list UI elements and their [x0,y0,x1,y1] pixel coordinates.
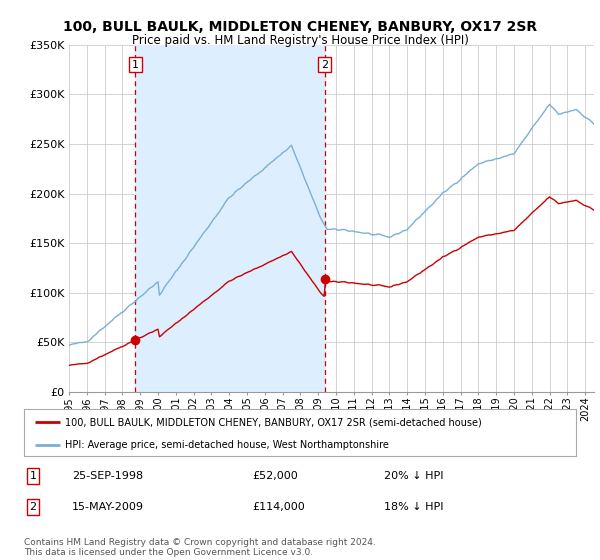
Text: 100, BULL BAULK, MIDDLETON CHENEY, BANBURY, OX17 2SR: 100, BULL BAULK, MIDDLETON CHENEY, BANBU… [63,20,537,34]
Text: 15-MAY-2009: 15-MAY-2009 [72,502,144,512]
Text: 20% ↓ HPI: 20% ↓ HPI [384,471,443,481]
Text: Contains HM Land Registry data © Crown copyright and database right 2024.
This d: Contains HM Land Registry data © Crown c… [24,538,376,557]
Text: £52,000: £52,000 [252,471,298,481]
Bar [136,45,325,392]
Text: 1: 1 [29,471,37,481]
Text: 100, BULL BAULK, MIDDLETON CHENEY, BANBURY, OX17 2SR (semi-detached house): 100, BULL BAULK, MIDDLETON CHENEY, BANBU… [65,417,482,427]
Text: 2: 2 [29,502,37,512]
Text: 25-SEP-1998: 25-SEP-1998 [72,471,143,481]
Text: 18% ↓ HPI: 18% ↓ HPI [384,502,443,512]
Text: 2: 2 [321,60,328,69]
Text: Price paid vs. HM Land Registry's House Price Index (HPI): Price paid vs. HM Land Registry's House … [131,34,469,46]
Text: £114,000: £114,000 [252,502,305,512]
Text: 1: 1 [132,60,139,69]
Text: HPI: Average price, semi-detached house, West Northamptonshire: HPI: Average price, semi-detached house,… [65,440,389,450]
